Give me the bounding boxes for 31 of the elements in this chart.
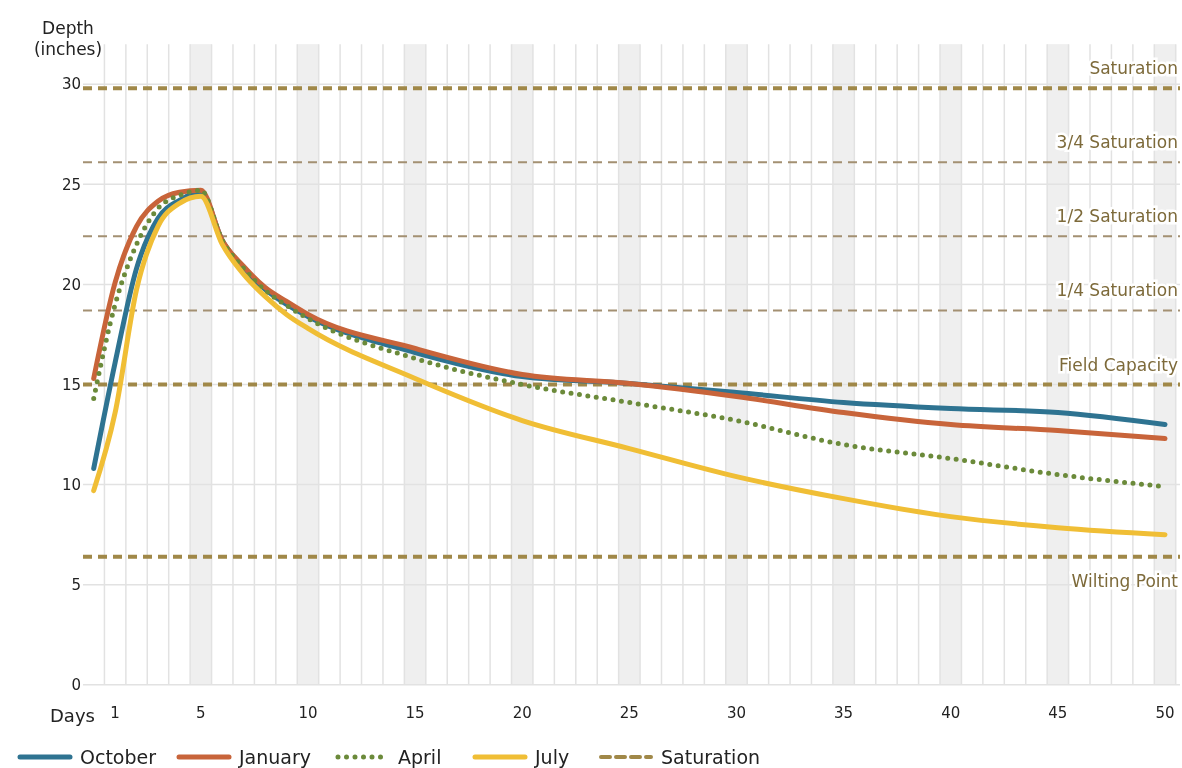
y-tick-label: 5 <box>71 575 81 594</box>
ref-line-label: Wilting Point <box>1071 570 1179 591</box>
x-axis-title: Days <box>50 705 95 726</box>
legend-label: April <box>398 745 442 768</box>
x-tick-label: 20 <box>512 704 532 722</box>
x-tick-label: 35 <box>834 704 854 722</box>
legend-label: January <box>238 745 312 768</box>
ref-line-label: Field Capacity <box>1059 354 1178 375</box>
y-tick-label: 25 <box>61 175 81 194</box>
x-tick-label: 10 <box>298 704 318 722</box>
y-tick-label: 0 <box>71 676 81 695</box>
x-tick-label: 40 <box>941 704 961 722</box>
legend-label: Saturation <box>661 745 761 768</box>
x-tick-label: 30 <box>726 704 747 722</box>
y-axis-title: Depth (inches) <box>33 18 103 59</box>
x-tick-label: 15 <box>405 704 425 722</box>
ref-line-label: 1/4 Saturation <box>1056 280 1178 301</box>
y-tick-label: 10 <box>61 475 81 494</box>
x-tick-label: 50 <box>1155 704 1175 722</box>
ref-line-label: 1/2 Saturation <box>1056 206 1178 227</box>
y-tick-label: 20 <box>61 275 81 294</box>
y-tick-label: 15 <box>61 375 81 394</box>
x-tick-label: 5 <box>196 704 206 722</box>
x-tick-label: 1 <box>110 704 120 722</box>
legend-label: July <box>534 745 570 768</box>
x-tick-label: 45 <box>1048 704 1068 722</box>
ref-line-label: 3/4 Saturation <box>1056 132 1178 153</box>
x-tick-label: 25 <box>619 704 639 722</box>
y-tick-label: 30 <box>61 75 81 94</box>
legend-label: October <box>80 745 157 768</box>
text: Saturation <box>1089 58 1178 79</box>
